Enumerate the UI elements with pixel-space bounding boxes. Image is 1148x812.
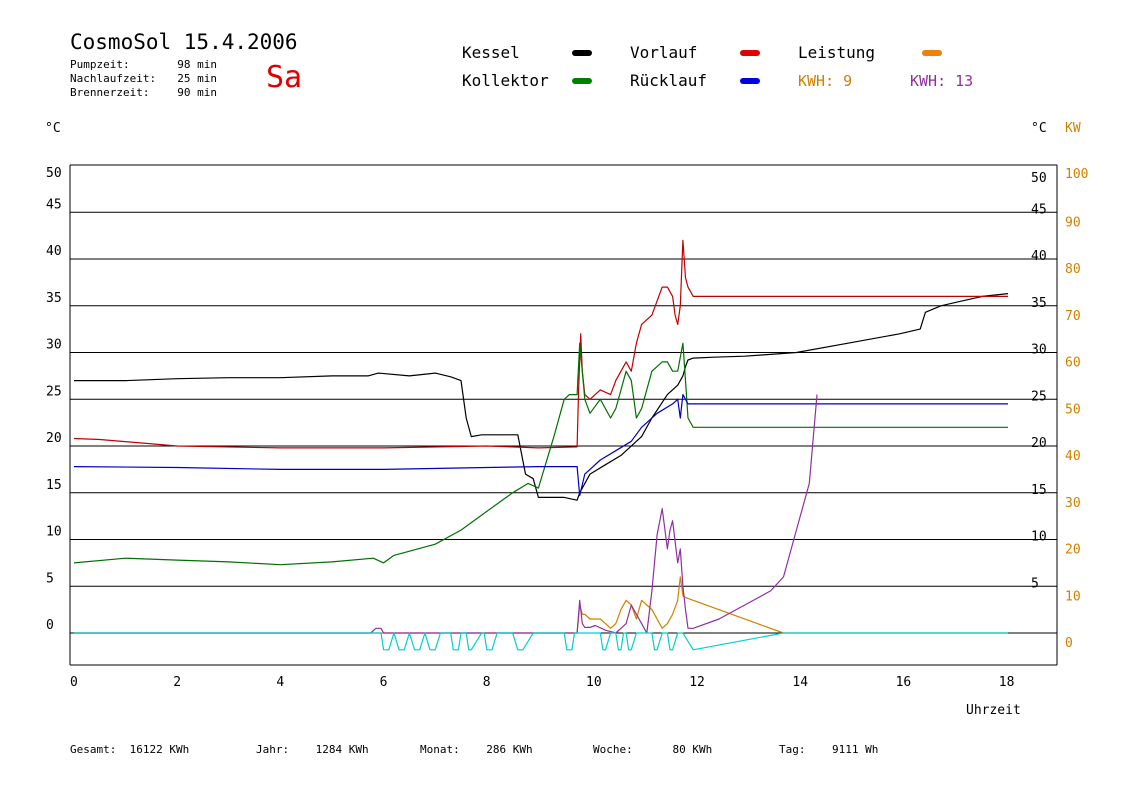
chart-title: CosmoSol 15.4.2006 — [70, 30, 298, 54]
footer-tag: Tag: 9111 Wh — [779, 743, 878, 756]
legend-label-kessel: Kessel — [462, 43, 520, 62]
y-tick-label-right: 5 — [1031, 576, 1039, 591]
series-line-vorlauf — [73, 239, 1008, 449]
kwh-label: KWH: — [798, 72, 835, 90]
y-axis-unit-left: °C — [45, 121, 61, 136]
x-tick-label: 12 — [689, 675, 705, 690]
y-tick-label-right: 15 — [1031, 483, 1047, 498]
y-tick-label-left: 15 — [46, 478, 62, 493]
meta-value: 98 min — [177, 58, 217, 71]
kwh-leistung: KWH: 9 — [798, 72, 852, 90]
legend-label-leistung: Leistung — [798, 43, 876, 62]
footer-monat: Monat: 286 KWh — [420, 743, 533, 756]
legend-swatch-vorlauf — [740, 50, 760, 56]
y2-tick-label: 100 — [1065, 167, 1088, 182]
meta-brennerzeit: Brennerzeit: 90 min — [70, 86, 217, 99]
y-tick-label-left: 30 — [46, 338, 62, 353]
series-line-pumpe — [74, 632, 1008, 651]
y-tick-label-right: 35 — [1031, 296, 1047, 311]
y-tick-label-right: 25 — [1031, 389, 1047, 404]
y2-tick-label: 80 — [1065, 262, 1081, 277]
legend-label-ruecklauf: Rücklauf — [630, 71, 708, 90]
legend-swatch-kessel — [572, 50, 592, 56]
y-tick-label-left: 40 — [46, 244, 62, 259]
y-tick-label-left: 20 — [46, 431, 62, 446]
y2-tick-label: 0 — [1065, 636, 1073, 651]
kwh-label: KWH: — [910, 72, 947, 90]
y-tick-label-right: 40 — [1031, 249, 1047, 264]
y-tick-label-left: 50 — [46, 166, 62, 181]
x-tick-label: 10 — [586, 675, 602, 690]
y2-tick-label: 10 — [1065, 589, 1081, 604]
x-tick-label: 0 — [70, 675, 78, 690]
footer-label: Jahr: — [256, 743, 290, 756]
footer-value: 9111 Wh — [832, 743, 879, 756]
y-tick-label-right: 45 — [1031, 202, 1047, 217]
meta-label: Brennerzeit: — [70, 86, 150, 99]
y2-tick-label: 50 — [1065, 402, 1081, 417]
y-axis-unit-right: °C — [1031, 121, 1047, 136]
y-tick-label-left: 35 — [46, 291, 62, 306]
footer-label: Tag: — [779, 743, 806, 756]
footer-value: 80 KWh — [672, 743, 713, 756]
footer-jahr: Jahr: 1284 KWh — [256, 743, 369, 756]
x-tick-label: 16 — [896, 675, 912, 690]
x-tick-label: 8 — [483, 675, 491, 690]
x-tick-label: 6 — [380, 675, 388, 690]
meta-label: Pumpzeit: — [70, 58, 130, 71]
y-tick-label-right: 10 — [1031, 530, 1047, 545]
legend-swatch-kollektor — [572, 78, 592, 84]
y-tick-label-left: 0 — [46, 618, 54, 633]
y-tick-label-right: 30 — [1031, 343, 1047, 358]
x-tick-label: 4 — [276, 675, 284, 690]
footer-gesamt: Gesamt: 16122 KWh — [70, 743, 189, 756]
day-label: Sa — [266, 60, 303, 95]
y-tick-label-right: 20 — [1031, 436, 1047, 451]
legend-swatch-leistung — [922, 50, 942, 56]
y2-tick-label: 20 — [1065, 543, 1081, 558]
footer-woche: Woche: 80 KWh — [593, 743, 712, 756]
kwh-value: 13 — [955, 72, 974, 90]
footer-value: 16122 KWh — [129, 743, 190, 756]
y2-tick-label: 90 — [1065, 215, 1081, 230]
y2-axis-unit-kw: KW — [1065, 121, 1081, 136]
y2-tick-label: 30 — [1065, 496, 1081, 511]
meta-value: 90 min — [177, 86, 217, 99]
x-tick-label: 2 — [173, 675, 181, 690]
series-line-pumpenleistung — [74, 394, 818, 634]
y-tick-label-left: 5 — [46, 571, 54, 586]
legend-label-kollektor: Kollektor — [462, 71, 549, 90]
footer-value: 286 KWh — [486, 743, 533, 756]
y-tick-label-left: 25 — [46, 384, 62, 399]
y-tick-label-right: 50 — [1031, 171, 1047, 186]
series-line-kollektor — [73, 342, 1008, 566]
kwh-value: 9 — [843, 72, 853, 90]
footer-label: Woche: — [593, 743, 633, 756]
legend-label-vorlauf: Vorlauf — [630, 43, 698, 62]
y2-tick-label: 40 — [1065, 449, 1081, 464]
meta-label: Nachlaufzeit: — [70, 72, 157, 85]
y2-tick-label: 70 — [1065, 309, 1081, 324]
y2-tick-label: 60 — [1065, 356, 1081, 371]
footer-value: 1284 KWh — [315, 743, 369, 756]
meta-pumpzeit: Pumpzeit: 98 min — [70, 58, 217, 71]
legend-swatch-ruecklauf — [740, 78, 760, 84]
x-tick-label: 14 — [792, 675, 808, 690]
meta-nachlaufzeit: Nachlaufzeit: 25 min — [70, 72, 217, 85]
series-line-leistung — [74, 576, 1008, 634]
footer-label: Gesamt: — [70, 743, 117, 756]
series-line-kessel — [74, 293, 1009, 501]
meta-value: 25 min — [177, 72, 217, 85]
y-tick-label-left: 45 — [46, 197, 62, 212]
series-line-r-cklauf — [73, 394, 1008, 497]
footer-label: Monat: — [420, 743, 460, 756]
kwh-pumpe: KWH: 13 — [910, 72, 973, 90]
x-tick-label: 18 — [999, 675, 1015, 690]
y-tick-label-left: 10 — [46, 525, 62, 540]
x-axis-label: Uhrzeit — [966, 703, 1021, 718]
